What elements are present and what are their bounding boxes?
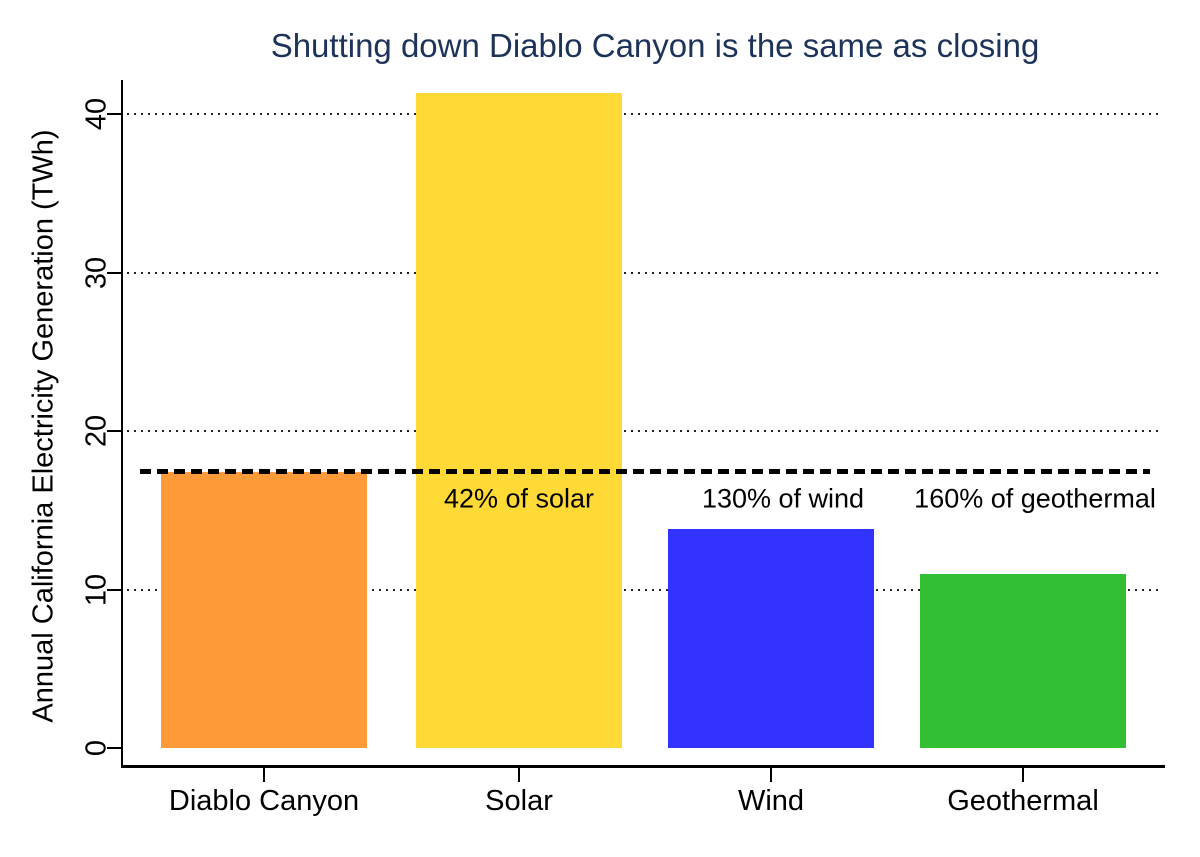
- x-tick-wind: [770, 768, 772, 782]
- y-gridline-30: [127, 271, 1163, 274]
- x-tick-label-diablo-canyon: Diablo Canyon: [168, 785, 360, 817]
- reference-line: [140, 468, 1150, 474]
- x-tick-diablo-canyon: [263, 768, 265, 782]
- y-gridline-20: [127, 430, 1163, 432]
- y-tick-label-10: 10: [80, 573, 113, 606]
- y-tick-20: [107, 430, 122, 432]
- y-tick-30: [107, 271, 122, 274]
- y-tick-10: [107, 588, 122, 591]
- y-tick-label-40: 40: [80, 97, 113, 131]
- y-tick-label-20: 20: [80, 414, 113, 448]
- x-tick-geothermal: [1022, 768, 1024, 782]
- x-tick-label-geothermal: Geothermal: [947, 785, 1099, 817]
- annotation-130-of-wind: 130% of wind: [701, 483, 865, 514]
- y-gridline-10: [127, 588, 1163, 591]
- x-tick-solar: [518, 768, 520, 782]
- y-axis-label: Annual California Electricity Generation…: [27, 129, 60, 723]
- bar-diablo-canyon: [161, 472, 367, 748]
- bar-geothermal: [920, 573, 1126, 748]
- bar-solar: [416, 93, 622, 748]
- annotation-42-of-solar: 42% of solar: [443, 483, 595, 514]
- annotation-160-of-geothermal: 160% of geothermal: [914, 483, 1156, 514]
- y-tick-label-30: 30: [80, 256, 113, 289]
- bar-wind: [668, 529, 874, 748]
- y-tick-40: [107, 113, 122, 115]
- x-tick-label-wind: Wind: [737, 785, 805, 817]
- y-tick-label-0: 0: [80, 739, 113, 757]
- chart-title: Shutting down Diablo Canyon is the same …: [270, 27, 1040, 64]
- y-axis-line: [121, 80, 123, 765]
- y-gridline-40: [127, 113, 1163, 115]
- x-axis-line: [121, 765, 1165, 768]
- y-tick-0: [107, 747, 122, 749]
- x-tick-label-solar: Solar: [485, 785, 553, 817]
